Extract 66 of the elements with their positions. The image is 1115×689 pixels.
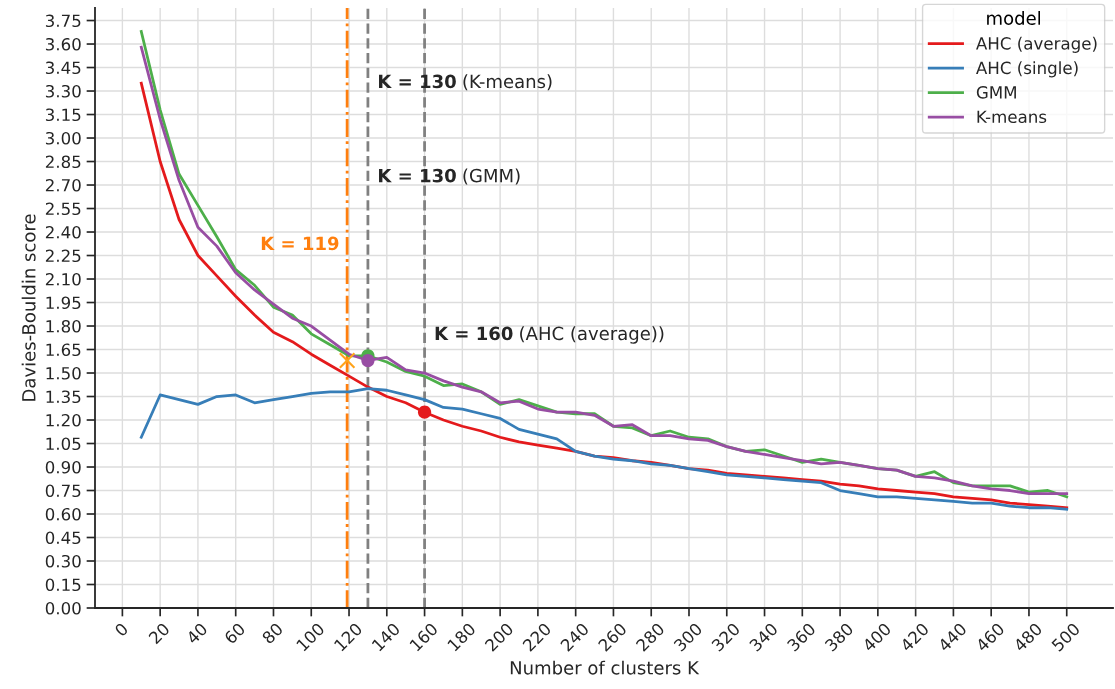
y-tick-label: 3.45 [45,61,81,75]
y-tick-label: 3.15 [45,108,81,122]
ref-line-label: K = 130 (K-means) [379,74,552,91]
legend-label: AHC (average) [976,36,1097,53]
y-tick-label: 1.35 [46,390,81,404]
x-tick-label: 320 [710,622,741,652]
x-tick-label: 420 [899,622,930,653]
y-tick-label: 2.40 [45,225,81,239]
x-tick-label: 400 [861,622,892,653]
y-tick-label: 1.65 [46,343,81,357]
y-tick-label: 1.95 [46,296,81,310]
y-tick-label: 0.00 [45,601,81,615]
x-tick-label: 280 [635,622,666,652]
legend-title: model [987,11,1041,25]
y-tick-label: 1.20 [46,413,81,427]
x-tick-label: 120 [333,622,363,652]
x-tick-label: 180 [446,622,477,652]
y-tick-label: 3.00 [45,131,81,145]
ref-line-label: K = 160 (AHC (average)) [435,326,664,344]
y-tick-label: 2.70 [45,178,81,192]
x-tick-label: 300 [673,622,703,652]
x-tick-label: 340 [748,622,779,652]
ref-line-label: K = 119 [261,236,339,251]
x-tick-label: 200 [484,622,515,652]
y-tick-label: 0.60 [45,507,81,521]
x-tick-label: 220 [522,622,552,652]
y-tick-label: 0.30 [45,554,81,568]
y-tick-label: 3.30 [45,84,81,98]
x-tick-label: 440 [937,622,968,653]
y-axis-title: Davies-Bouldin score [21,214,36,401]
x-tick-label: 240 [559,622,590,652]
x-tick-label: 140 [371,622,401,652]
y-tick-label: 0.15 [45,578,81,592]
y-tick-label: 2.10 [45,272,81,286]
x-tick-label: 460 [975,622,1006,653]
line-series [139,387,1069,511]
x-tick-label: 100 [295,622,326,652]
point [361,353,375,368]
x-tick-label: 480 [1012,622,1043,653]
x-tick-label: 0 [113,622,129,638]
y-tick-label: 0.75 [45,484,81,498]
x-tick-label: 260 [597,622,628,652]
y-tick-label: 0.45 [45,531,81,545]
x-tick-label: 160 [409,622,439,652]
x-tick-label: 80 [261,622,284,645]
y-tick-label: 2.85 [45,155,81,169]
x-tick-label: 380 [824,622,854,652]
y-tick-label: 1.80 [46,319,81,333]
legend-label: GMM [976,86,1016,99]
point [417,405,432,419]
y-tick-label: 2.25 [45,249,81,263]
y-tick-label: 2.55 [45,202,81,216]
x-tick-label: 40 [185,622,209,645]
y-tick-label: 1.05 [46,437,81,451]
legend-label: AHC (single) [976,61,1078,78]
point [338,352,356,369]
legend-label: K-means [977,110,1047,124]
y-tick-label: 3.60 [45,37,81,51]
x-tick-label: 20 [148,622,171,645]
y-tick-label: 3.75 [45,14,81,28]
x-tick-label: 60 [223,622,246,645]
x-tick-label: 500 [1050,622,1081,652]
x-axis-title: Number of clusters K [510,660,700,675]
y-tick-label: 1.50 [46,366,81,380]
x-tick-label: 360 [786,622,817,652]
y-tick-label: 0.90 [45,460,81,474]
